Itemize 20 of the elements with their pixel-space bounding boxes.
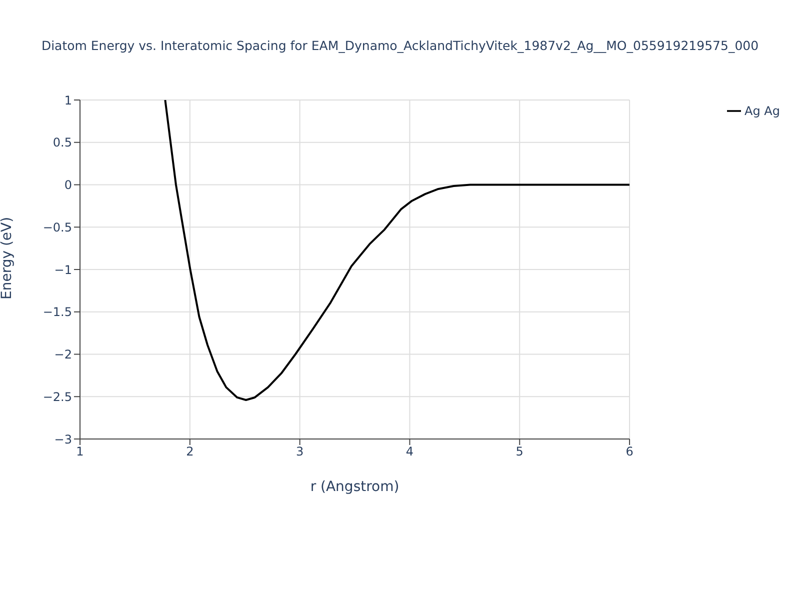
y-tick-label: 1 <box>64 93 72 108</box>
x-tick-label: 1 <box>76 444 84 459</box>
x-tick-label: 6 <box>626 444 634 459</box>
y-axis-title: Energy (eV) <box>0 216 15 300</box>
y-tick-label: −2.5 <box>42 390 72 404</box>
y-tick-label: 0 <box>64 178 72 192</box>
y-tick-label: 0.5 <box>52 136 72 150</box>
legend-label: Ag Ag <box>744 104 780 118</box>
x-tick-label: 2 <box>186 444 194 459</box>
line-series <box>164 100 630 402</box>
y-tick-label: −0.5 <box>42 220 72 234</box>
y-tick-label: −2 <box>54 348 72 362</box>
y-tick-label: −1.5 <box>42 305 72 320</box>
y-tick-label: −1 <box>54 262 72 277</box>
x-tick-label: 3 <box>296 444 304 459</box>
x-tick-label: 4 <box>406 444 414 459</box>
x-axis-title: r (Angstrom) <box>310 479 400 495</box>
chart-title: Diatom Energy vs. Interatomic Spacing for EAM_Dynamo_AcklandTichyVitek_1987v2_Ag__MO_055919219575_000 <box>40 38 760 53</box>
y-tick-label: −3 <box>54 432 72 446</box>
x-tick-label: 5 <box>516 444 524 459</box>
